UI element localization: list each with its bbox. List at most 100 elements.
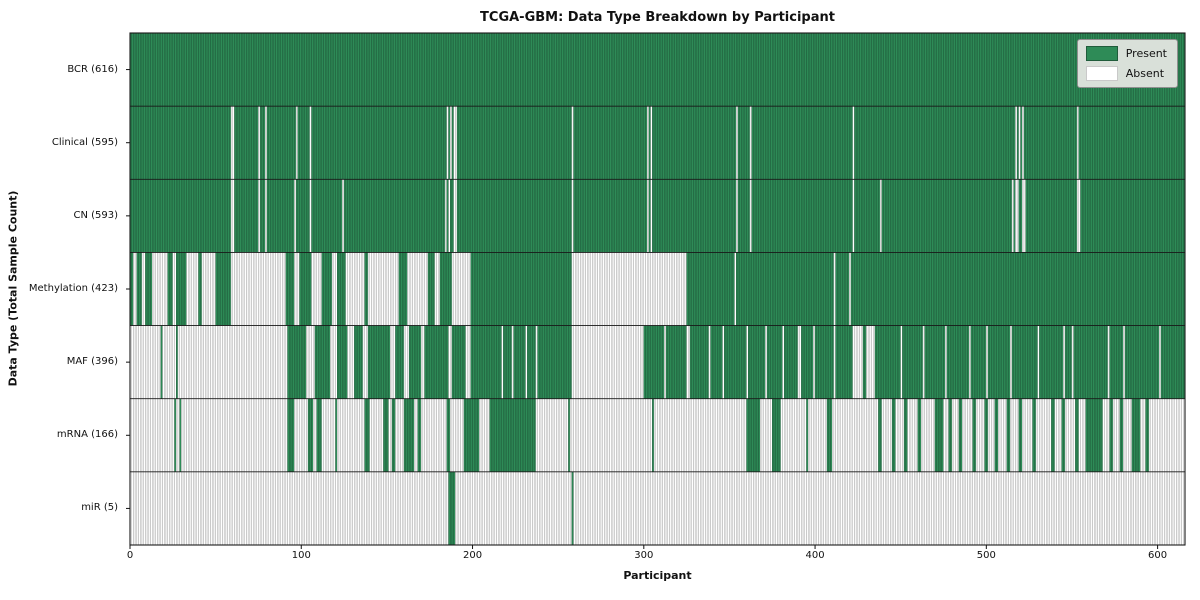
matrix-cell <box>585 32 588 107</box>
matrix-cell <box>271 398 275 473</box>
matrix-cell <box>427 471 430 546</box>
matrix-cell <box>472 105 475 180</box>
matrix-cell <box>342 325 345 399</box>
matrix-cell <box>645 179 648 253</box>
matrix-cell <box>311 325 314 399</box>
matrix-cell <box>599 179 602 253</box>
matrix-cell <box>943 325 946 399</box>
matrix-cell <box>275 471 278 546</box>
matrix-cell <box>1083 179 1086 253</box>
matrix-cell <box>607 105 610 180</box>
matrix-cell <box>773 471 776 546</box>
matrix-cell <box>381 471 384 546</box>
matrix-cell <box>900 32 903 107</box>
matrix-cell <box>367 252 370 326</box>
matrix-cell <box>787 179 790 253</box>
matrix-cell <box>801 32 804 107</box>
matrix-cell <box>748 471 751 546</box>
matrix-cell <box>331 471 335 546</box>
matrix-cell <box>629 398 633 473</box>
matrix-cell <box>852 398 855 473</box>
matrix-cell <box>1027 325 1030 399</box>
matrix-cell <box>220 179 223 253</box>
matrix-cell <box>268 105 271 180</box>
matrix-cell <box>1126 179 1129 253</box>
matrix-cell <box>379 398 382 473</box>
matrix-cell <box>542 252 545 326</box>
matrix-cell <box>523 471 526 546</box>
matrix-cell <box>494 105 497 180</box>
matrix-cell <box>1171 105 1174 180</box>
matrix-cell <box>395 32 398 107</box>
matrix-cell <box>1003 252 1006 326</box>
matrix-cell <box>170 325 174 399</box>
matrix-cell <box>967 252 970 326</box>
matrix-cell <box>516 398 519 473</box>
matrix-cell <box>929 32 932 107</box>
matrix-cell <box>996 325 999 399</box>
matrix-cell <box>206 179 210 253</box>
matrix-cell <box>943 471 946 546</box>
matrix-cell <box>1129 398 1133 473</box>
matrix-cell <box>419 252 422 326</box>
matrix-cell <box>462 179 465 253</box>
matrix-cell <box>246 105 249 180</box>
matrix-cell <box>885 105 888 180</box>
matrix-cell <box>628 325 631 399</box>
matrix-cell <box>1044 32 1047 107</box>
matrix-cell <box>862 32 865 107</box>
matrix-cell <box>465 398 468 473</box>
matrix-cell <box>912 179 915 253</box>
matrix-cell <box>775 471 778 546</box>
matrix-cell <box>835 179 838 253</box>
matrix-cell <box>537 325 540 399</box>
matrix-cell <box>259 32 263 107</box>
matrix-cell <box>902 179 905 253</box>
matrix-cell <box>311 471 314 546</box>
matrix-cell <box>838 398 841 473</box>
matrix-cell <box>521 398 525 473</box>
matrix-cell <box>1039 398 1042 473</box>
matrix-cell <box>391 252 394 326</box>
matrix-cell <box>362 179 365 253</box>
matrix-cell <box>724 179 727 253</box>
matrix-cell <box>955 471 958 546</box>
matrix-cell <box>1114 105 1117 180</box>
matrix-cell <box>1047 471 1050 546</box>
matrix-cell <box>700 398 703 473</box>
matrix-cell <box>564 252 567 326</box>
matrix-cell <box>426 179 429 253</box>
matrix-cell <box>696 32 699 107</box>
matrix-cell <box>557 398 561 473</box>
matrix-cell <box>177 179 180 253</box>
matrix-cell <box>542 325 545 399</box>
matrix-cell <box>939 398 943 473</box>
matrix-cell <box>499 398 502 473</box>
matrix-cell <box>215 252 218 326</box>
matrix-cell <box>162 105 165 180</box>
matrix-cell <box>1085 325 1088 399</box>
matrix-cell <box>537 32 540 107</box>
matrix-cell <box>450 32 453 107</box>
matrix-cell <box>859 32 862 107</box>
matrix-cell <box>770 179 773 253</box>
matrix-cell <box>813 105 816 180</box>
matrix-cell <box>742 471 746 546</box>
matrix-cell <box>182 398 186 473</box>
matrix-cell <box>458 179 461 253</box>
matrix-cell <box>1063 398 1066 473</box>
matrix-cell <box>1174 325 1177 399</box>
matrix-cell <box>1088 252 1092 326</box>
matrix-cell <box>450 471 453 546</box>
matrix-cell <box>239 252 242 326</box>
matrix-cell <box>770 32 773 107</box>
matrix-cell <box>213 471 216 546</box>
matrix-cell <box>869 179 872 253</box>
matrix-cell <box>840 32 843 107</box>
matrix-cell <box>629 471 633 546</box>
matrix-cell <box>408 398 412 473</box>
matrix-cell <box>509 105 513 180</box>
matrix-cell <box>474 252 477 326</box>
matrix-cell <box>554 179 557 253</box>
matrix-cell <box>516 471 519 546</box>
